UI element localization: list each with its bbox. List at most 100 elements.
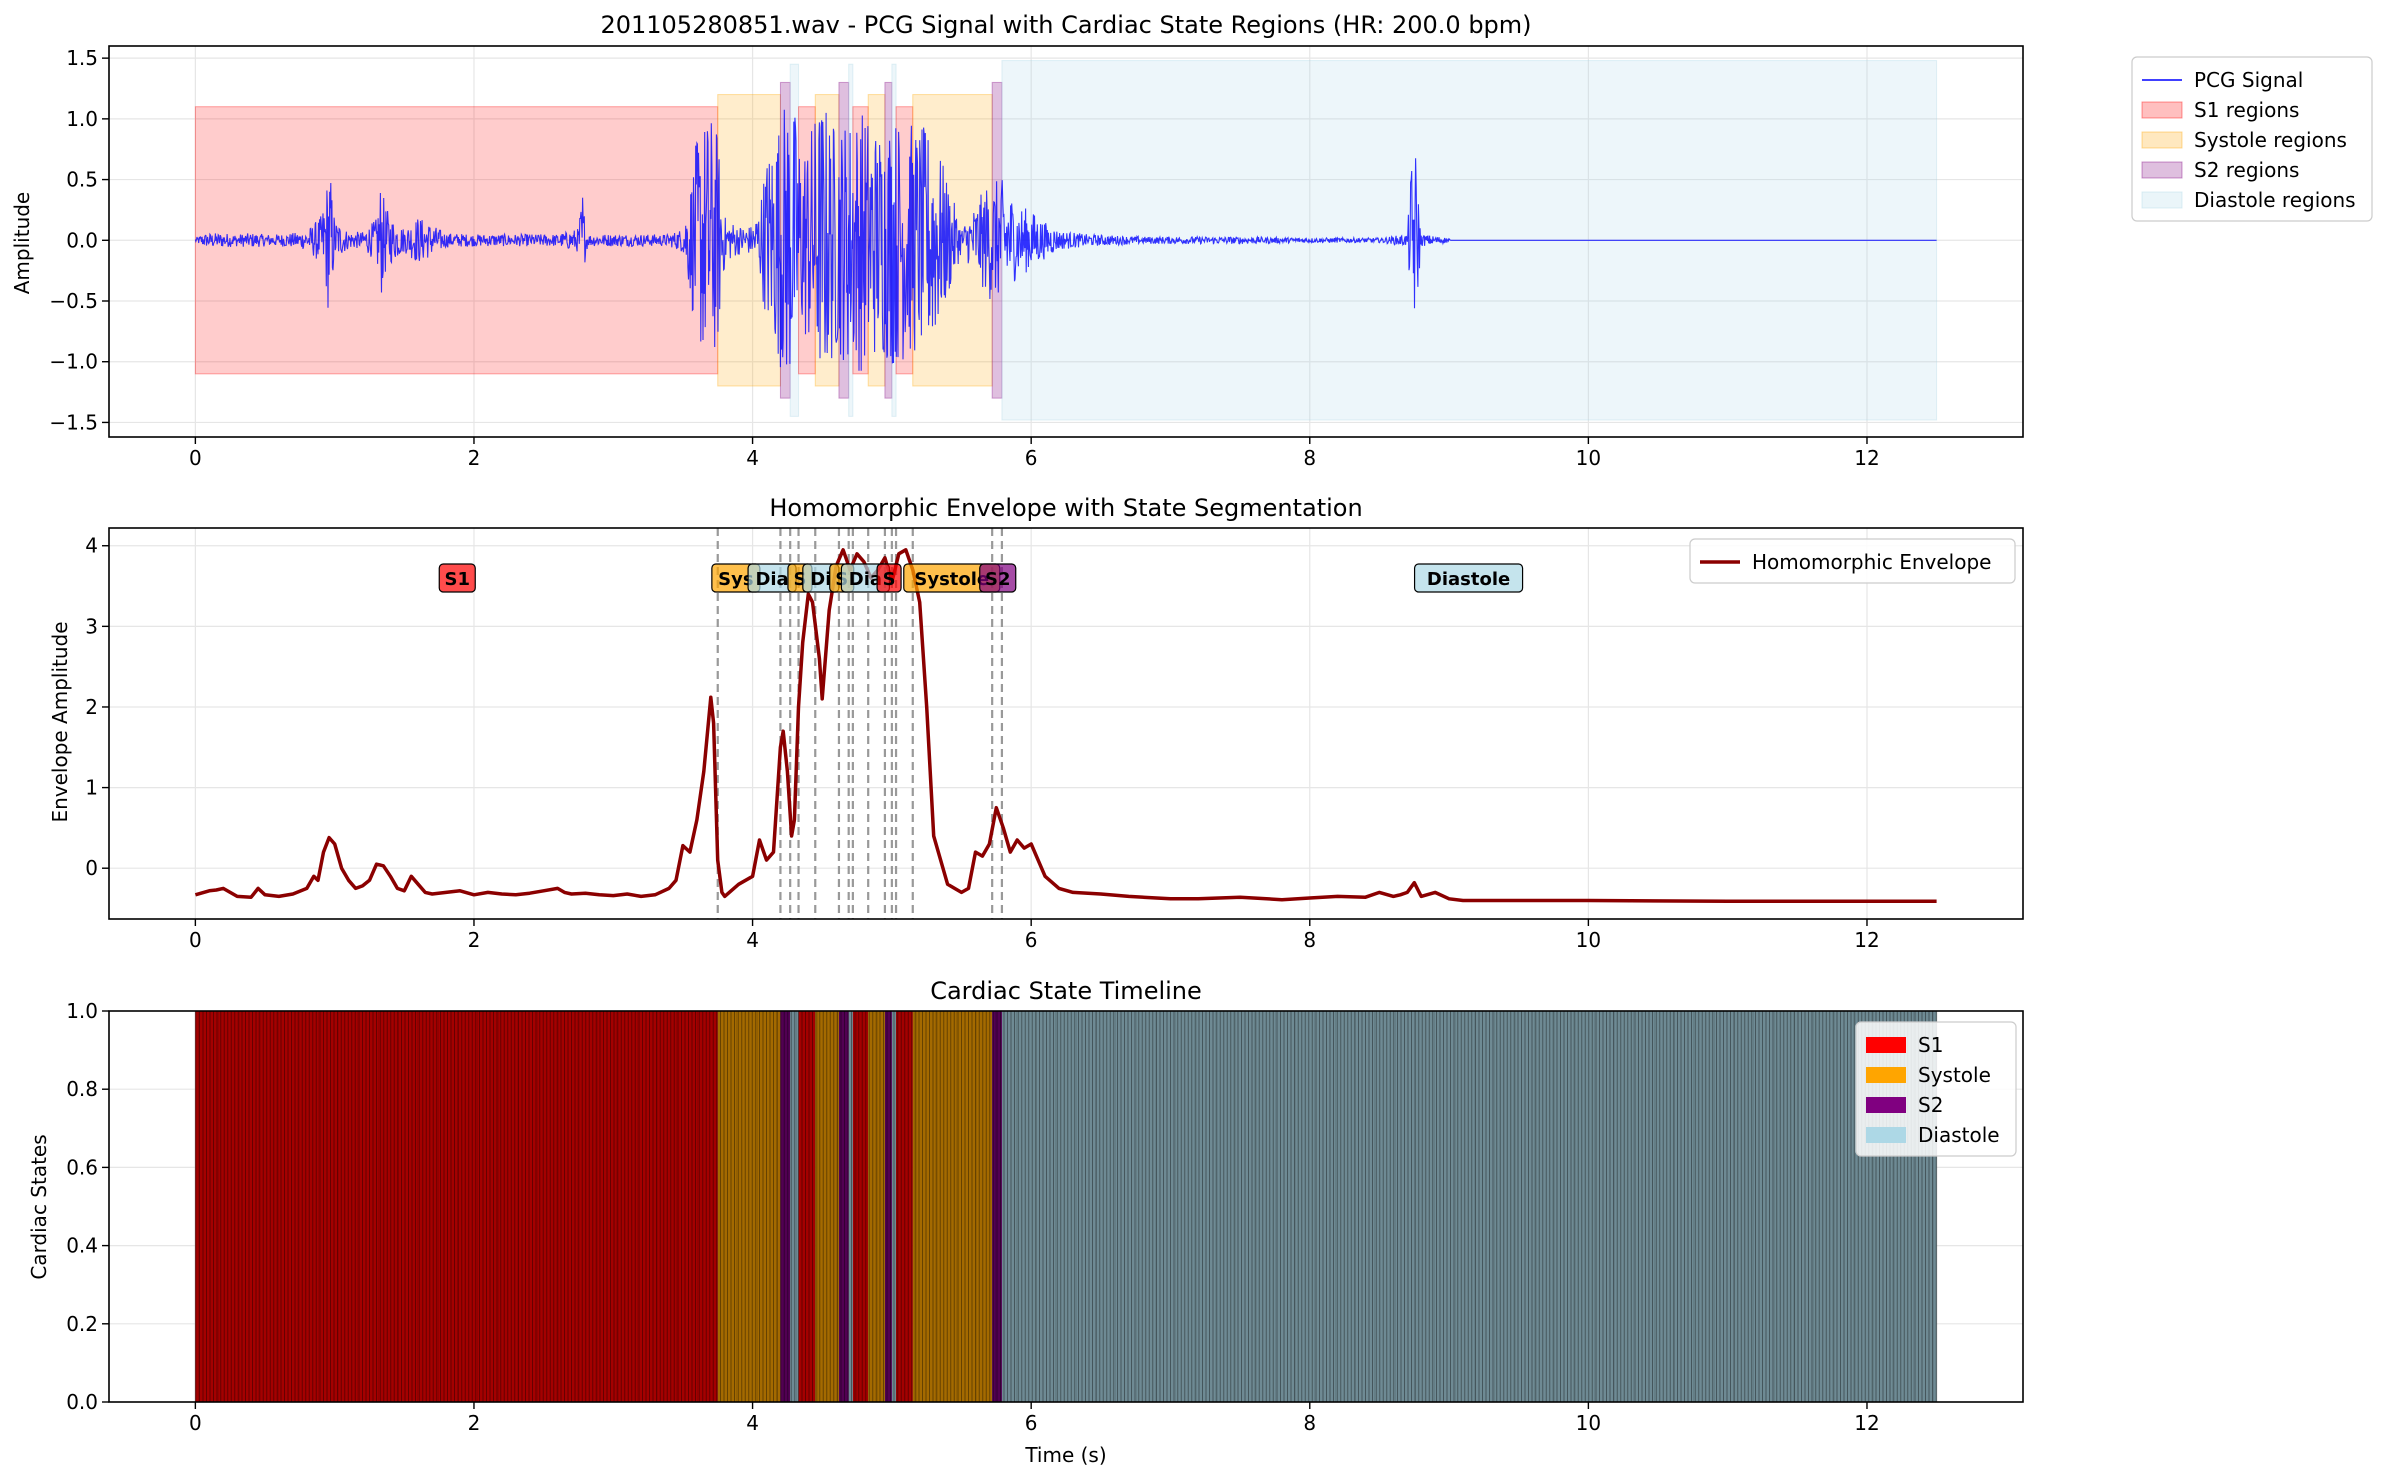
- state-label-s2: S2: [979, 563, 1017, 593]
- axes-frame: [108, 527, 2024, 920]
- y-tick-label: 2: [85, 695, 98, 719]
- timeline-segment-diastole: [891, 1011, 897, 1402]
- state-label-s1: S1: [438, 563, 476, 593]
- legend-label: Systole regions: [2194, 128, 2347, 152]
- x-tick-label: 4: [746, 446, 759, 470]
- x-tick-label: 10: [1576, 446, 1601, 470]
- x-tick-label: 10: [1576, 928, 1601, 952]
- legend: Homomorphic Envelope: [1689, 538, 2016, 584]
- state-label-text: Diastole: [1427, 569, 1510, 590]
- legend-swatch-diastole: [2141, 191, 2183, 209]
- timeline-segment-systole: [912, 1011, 993, 1402]
- y-tick-label: 1.0: [66, 999, 98, 1023]
- y-tick-label: 0.0: [66, 1390, 98, 1414]
- timeline-segment-s2: [884, 1011, 892, 1402]
- x-tick-label: 2: [468, 446, 481, 470]
- pcg-y-axis-label: Amplitude: [10, 192, 34, 295]
- legend-label: Systole: [1918, 1063, 1991, 1087]
- x-tick-label: 10: [1576, 1411, 1601, 1435]
- x-tick-label: 8: [1303, 446, 1316, 470]
- x-tick-label: 0: [189, 928, 202, 952]
- timeline-segment-s2: [780, 1011, 791, 1402]
- state-label-systole: Systole: [903, 563, 1001, 593]
- y-tick-label: 3: [85, 614, 98, 638]
- y-tick-label: 0.0: [66, 228, 98, 252]
- legend-label: Diastole regions: [2194, 188, 2356, 212]
- timeline-panel-title: Cardiac State Timeline: [930, 977, 1202, 1005]
- pcg-signal-panel: 201105280851.wav - PCG Signal with Cardi…: [10, 11, 2373, 470]
- legend-frame: [2131, 56, 2373, 222]
- envelope-y-axis-label: Envelope Amplitude: [48, 621, 72, 822]
- plot-area: [194, 528, 1937, 919]
- y-tick-label: −1.0: [49, 350, 98, 374]
- x-tick-label: 12: [1854, 1411, 1879, 1435]
- state-label-s: S: [876, 563, 902, 593]
- y-tick-label: 1: [85, 776, 98, 800]
- legend-swatch-s2: [2141, 161, 2183, 179]
- state-region-s1: [194, 106, 719, 375]
- x-tick-label: 2: [468, 928, 481, 952]
- x-tick-label: 4: [746, 928, 759, 952]
- envelope-line: [194, 548, 1937, 904]
- legend-label: Diastole: [1918, 1123, 2000, 1147]
- y-tick-label: 0.4: [66, 1234, 98, 1258]
- legend-label: PCG Signal: [2194, 68, 2303, 92]
- axes-frame: [108, 45, 2024, 438]
- y-tick-label: 0.6: [66, 1155, 98, 1179]
- state-label-di: Di: [802, 563, 840, 593]
- x-tick-label: 4: [746, 1411, 759, 1435]
- x-tick-label: 6: [1025, 928, 1038, 952]
- x-tick-label: 6: [1025, 1411, 1038, 1435]
- y-tick-label: 0.5: [66, 168, 98, 192]
- state-label-box: [1413, 563, 1524, 593]
- y-tick-label: −1.5: [49, 410, 98, 434]
- y-tick-label: 1.0: [66, 107, 98, 131]
- x-tick-label: 2: [468, 1411, 481, 1435]
- state-label-text: Di: [810, 569, 831, 590]
- x-tick-label: 0: [189, 446, 202, 470]
- state-label-box: [438, 563, 476, 593]
- plot-area: [194, 1011, 1938, 1402]
- legend-swatch-systole: [1866, 1067, 1906, 1083]
- plot-area: [194, 60, 1938, 421]
- legend-swatch-s1: [1866, 1037, 1906, 1053]
- legend-label: S1 regions: [2194, 98, 2299, 122]
- timeline-bar-edges: [194, 1011, 1938, 1402]
- x-tick-label: 12: [1854, 928, 1879, 952]
- axes-frame: [108, 1010, 2024, 1403]
- y-tick-label: 0.2: [66, 1312, 98, 1336]
- x-tick-label: 8: [1303, 928, 1316, 952]
- state-label-diastole: Diastole: [1413, 563, 1524, 593]
- state-label-text: S: [883, 569, 896, 590]
- pcg-panel-title: 201105280851.wav - PCG Signal with Cardi…: [600, 11, 1531, 39]
- y-tick-label: 4: [85, 534, 98, 558]
- x-tick-label: 6: [1025, 446, 1038, 470]
- pcg-signal-line: [194, 109, 1937, 371]
- state-label-text: S2: [985, 569, 1011, 590]
- envelope-panel: Homomorphic Envelope with State Segmenta…: [48, 494, 2024, 952]
- y-tick-label: −0.5: [49, 289, 98, 313]
- legend-label: S2 regions: [2194, 158, 2299, 182]
- state-label-box: [979, 563, 1017, 593]
- legend-frame: [1689, 538, 2016, 584]
- timeline-segment-s2: [992, 1011, 1002, 1402]
- legend-swatch-s2: [1866, 1097, 1906, 1113]
- legend-swatch-diastole: [1866, 1127, 1906, 1143]
- legend-swatch-systole: [2141, 131, 2183, 149]
- legend-label: S2: [1918, 1093, 1943, 1117]
- y-tick-label: 0.8: [66, 1077, 98, 1101]
- legend-swatch-s1: [2141, 101, 2183, 119]
- timeline-segment-systole: [717, 1011, 781, 1402]
- x-tick-label: 0: [189, 1411, 202, 1435]
- x-tick-label: 12: [1854, 446, 1879, 470]
- timeline-segment-systole: [815, 1011, 839, 1402]
- y-tick-label: 1.5: [66, 46, 98, 70]
- timeline-segment-s1: [195, 1011, 718, 1402]
- legend-label: Homomorphic Envelope: [1752, 550, 1991, 574]
- timeline-x-axis-label: Time (s): [1024, 1443, 1106, 1467]
- timeline-y-axis-label: Cardiac States: [27, 1134, 51, 1279]
- timeline-panel: Cardiac State Timeline Cardiac States Ti…: [27, 977, 2024, 1467]
- envelope-panel-title: Homomorphic Envelope with State Segmenta…: [769, 494, 1362, 522]
- state-label-text: Dia: [849, 569, 882, 590]
